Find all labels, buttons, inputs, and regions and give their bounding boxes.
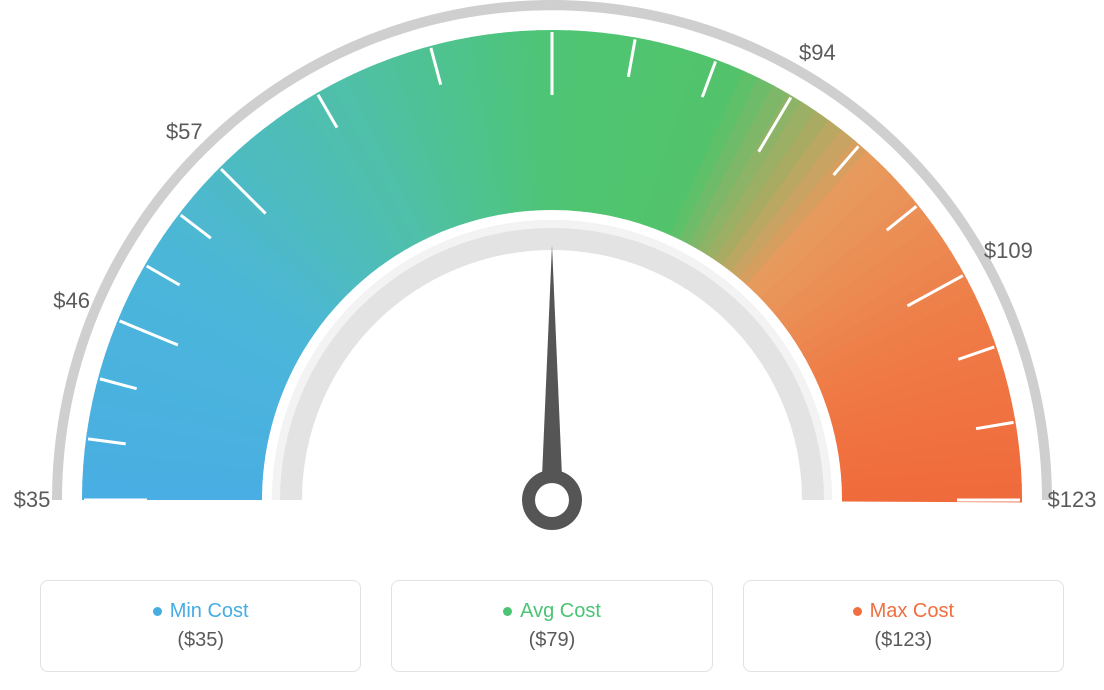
tick-label: $57 (166, 119, 203, 145)
gauge-svg (0, 0, 1104, 560)
tick-label: $35 (14, 487, 51, 513)
tick-label: $109 (984, 238, 1033, 264)
legend-value-max: ($123) (874, 629, 932, 652)
legend-row: Min Cost ($35) Avg Cost ($79) Max Cost (… (0, 580, 1104, 690)
tick-label: $46 (53, 288, 90, 314)
legend-title-min: Min Cost (153, 600, 249, 623)
legend-title-max: Max Cost (853, 600, 954, 623)
dot-icon (503, 607, 512, 616)
legend-label: Avg Cost (520, 600, 601, 623)
dot-icon (853, 607, 862, 616)
legend-value-min: ($35) (177, 629, 224, 652)
tick-label: $123 (1048, 487, 1097, 513)
legend-card-max: Max Cost ($123) (743, 580, 1064, 672)
legend-label: Min Cost (170, 600, 249, 623)
gauge-chart: $35$46$57$79$94$109$123 (0, 0, 1104, 560)
legend-card-avg: Avg Cost ($79) (391, 580, 712, 672)
legend-label: Max Cost (870, 600, 954, 623)
legend-card-min: Min Cost ($35) (40, 580, 361, 672)
tick-label: $94 (799, 40, 836, 66)
legend-value-avg: ($79) (529, 629, 576, 652)
legend-title-avg: Avg Cost (503, 600, 601, 623)
dot-icon (153, 607, 162, 616)
